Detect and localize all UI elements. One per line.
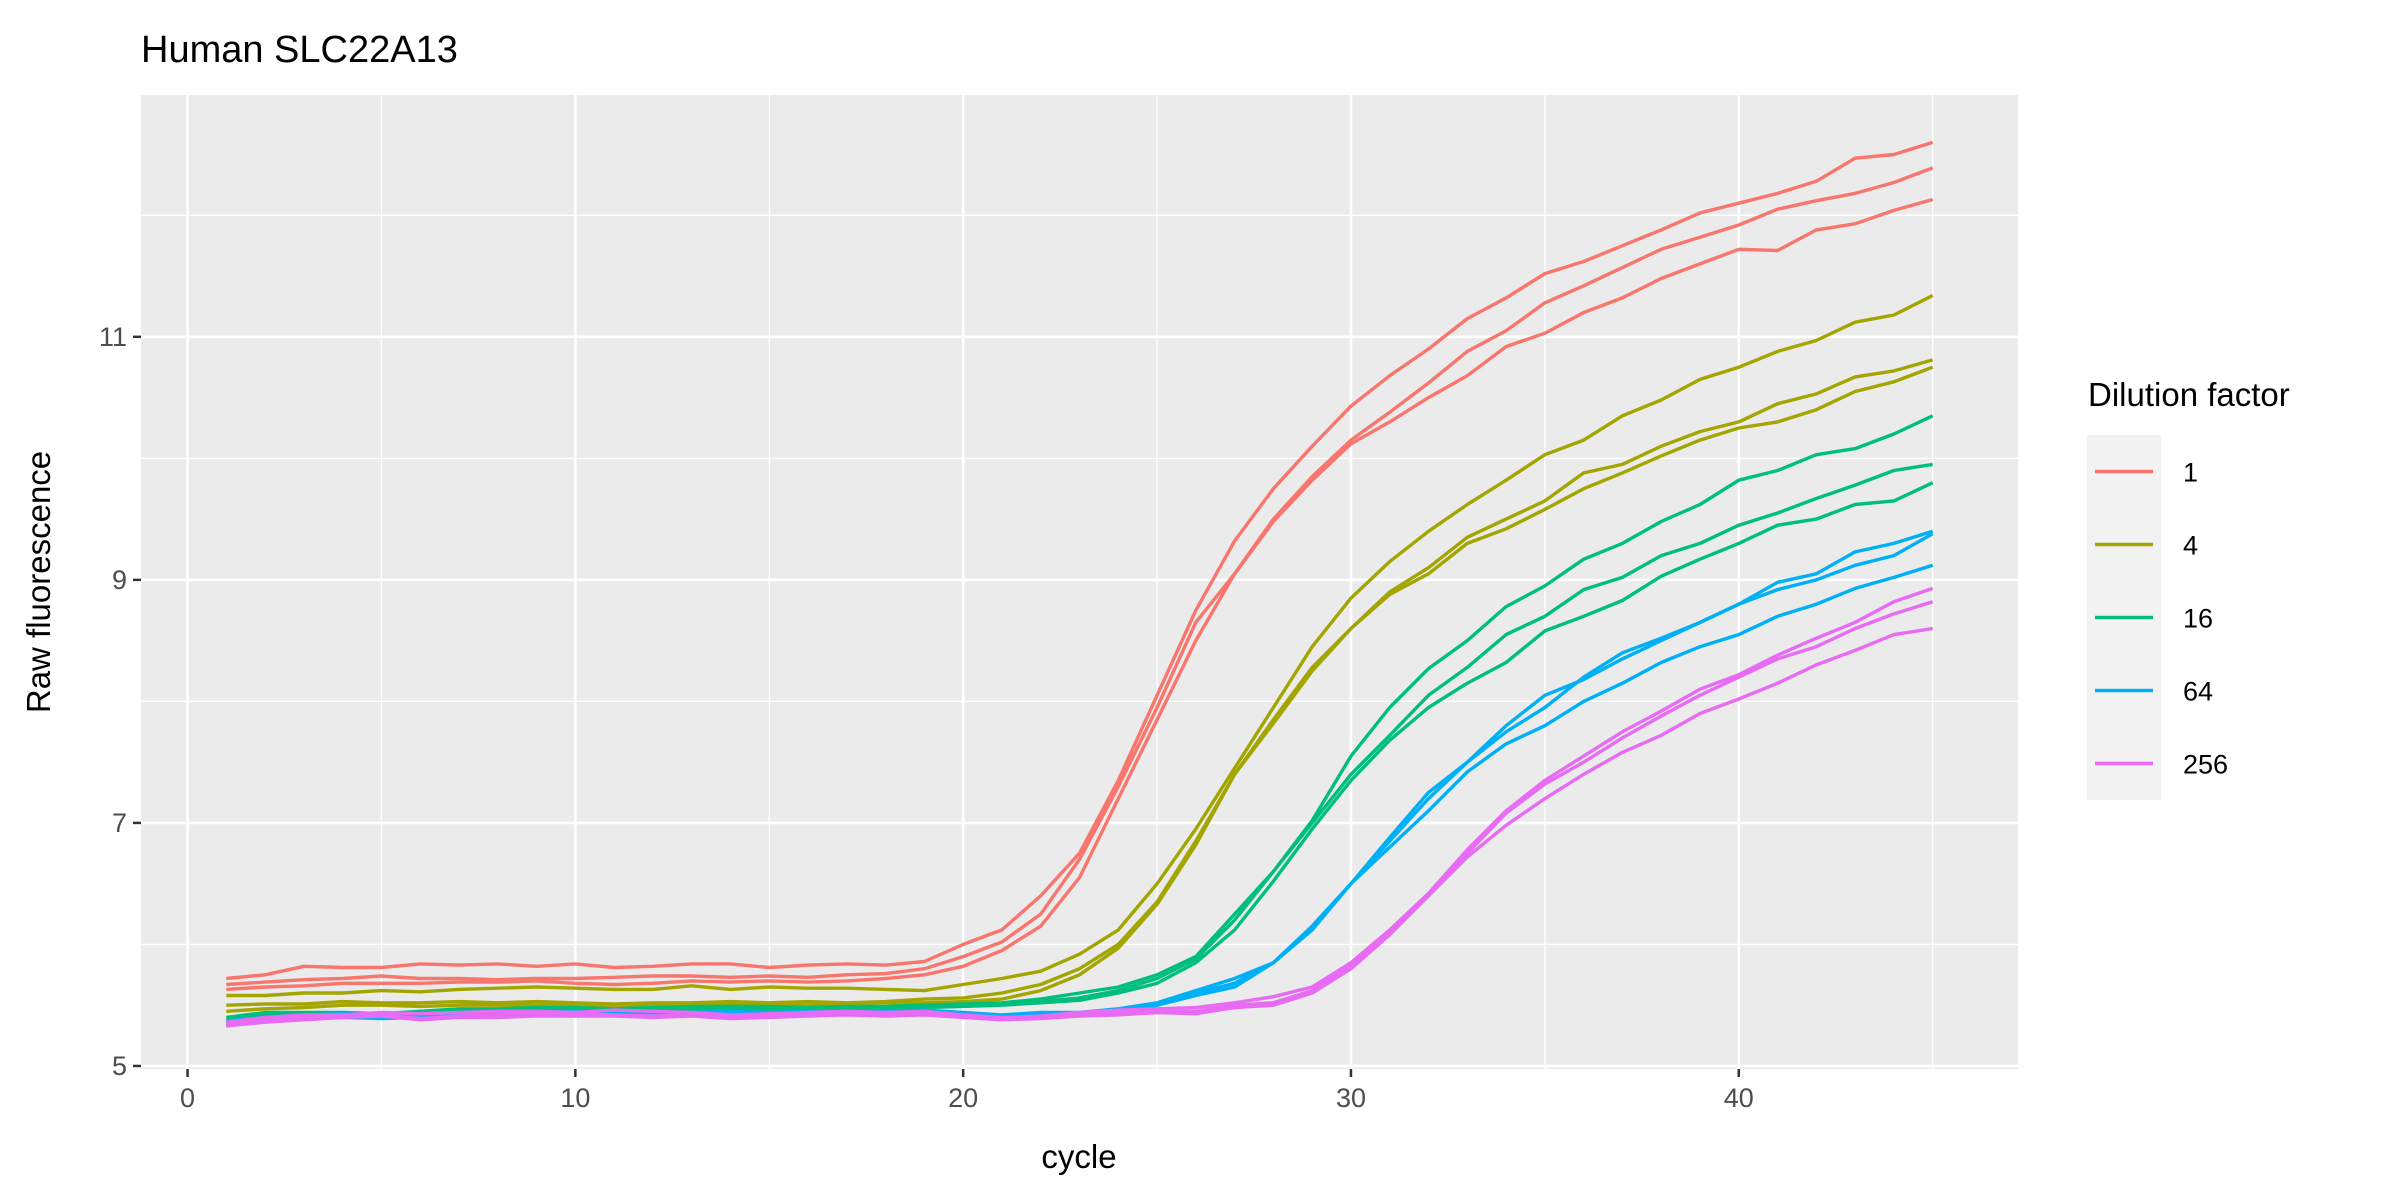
legend-title: Dilution factor xyxy=(2088,376,2290,413)
y-axis-title: Raw fluorescence xyxy=(20,451,57,713)
legend-label: 1 xyxy=(2183,458,2198,488)
series-line-dilution-4 xyxy=(226,365,1934,1013)
series-line-dilution-1 xyxy=(226,166,1934,987)
x-tick-label: 20 xyxy=(948,1083,978,1113)
y-axis: 5 7 9 11 xyxy=(99,322,141,1081)
series-line-dilution-4 xyxy=(226,358,1934,1007)
y-tick-label: 5 xyxy=(112,1051,127,1081)
legend: Dilution factor 1 4 16 64 256 xyxy=(2087,376,2290,800)
series-line-dilution-4 xyxy=(226,293,1934,998)
x-axis: 0 10 20 30 40 xyxy=(180,1069,1754,1113)
series-line-dilution-256 xyxy=(226,626,1933,1028)
y-tick-label: 7 xyxy=(112,808,127,838)
series-line-dilution-256 xyxy=(226,586,1934,1024)
chart-title: Human SLC22A13 xyxy=(141,29,458,71)
y-tick-label: 9 xyxy=(112,565,127,595)
x-axis-title: cycle xyxy=(1041,1138,1116,1175)
x-tick-label: 30 xyxy=(1336,1083,1366,1113)
series-line-dilution-1 xyxy=(226,140,1934,981)
legend-label: 16 xyxy=(2183,604,2213,634)
gridlines xyxy=(141,95,2018,1069)
plot-panel xyxy=(141,95,2018,1069)
legend-label: 64 xyxy=(2183,677,2213,707)
x-tick-label: 0 xyxy=(180,1083,195,1113)
y-tick-label: 11 xyxy=(99,322,127,352)
legend-label: 4 xyxy=(2183,531,2198,561)
series-line-dilution-1 xyxy=(226,197,1934,992)
series-lines xyxy=(226,140,1934,1028)
x-tick-label: 10 xyxy=(560,1083,590,1113)
legend-label: 256 xyxy=(2183,750,2228,780)
x-tick-label: 40 xyxy=(1724,1083,1754,1113)
